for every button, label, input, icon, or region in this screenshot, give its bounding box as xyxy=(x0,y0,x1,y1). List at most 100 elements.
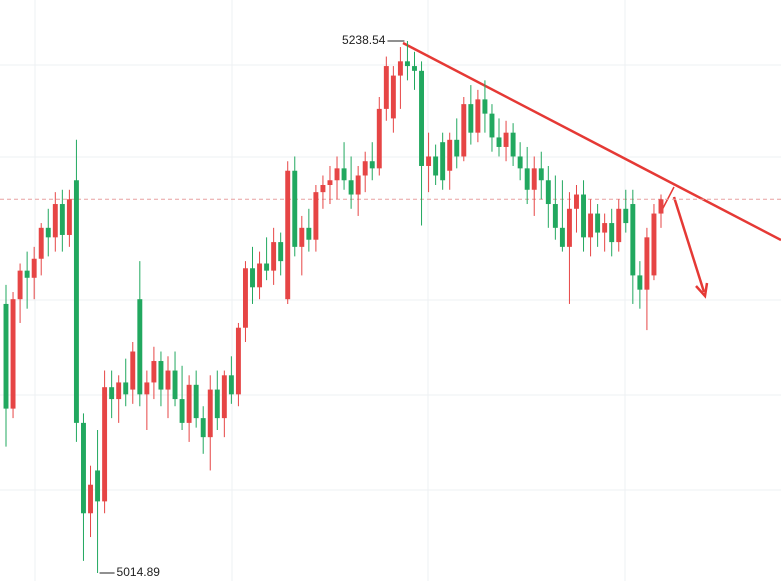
candle-body xyxy=(165,370,171,390)
candle-body xyxy=(10,299,16,409)
candle-body xyxy=(461,104,467,157)
candle-body xyxy=(66,199,72,235)
candle-body xyxy=(3,303,9,409)
candle-body xyxy=(172,370,178,400)
candle-body xyxy=(137,299,143,395)
candle-body xyxy=(496,137,502,147)
candle-body xyxy=(538,168,544,181)
candle-body xyxy=(285,170,291,300)
candle-body xyxy=(81,422,86,514)
candle-body xyxy=(123,382,129,395)
candle-body xyxy=(327,180,333,186)
candle-body xyxy=(376,108,382,169)
candle-body xyxy=(489,113,495,138)
candle-body xyxy=(109,387,115,400)
arrow-head xyxy=(695,282,709,299)
candle-body xyxy=(637,275,643,290)
candle-body xyxy=(390,75,396,119)
candle-body xyxy=(651,213,657,276)
candle-body xyxy=(644,237,650,290)
arrow-tail xyxy=(661,186,675,211)
candle-body xyxy=(257,263,263,288)
candle-body xyxy=(116,382,122,400)
candle-body xyxy=(31,258,37,278)
candle-body xyxy=(623,208,629,224)
candle-body xyxy=(454,139,460,157)
candle-body xyxy=(221,375,227,419)
candle-body xyxy=(88,484,93,514)
arrow-shaft xyxy=(672,196,706,293)
candle-body xyxy=(228,375,234,395)
trend-line xyxy=(402,41,781,242)
candle-body xyxy=(369,161,375,169)
candle-body xyxy=(412,66,417,71)
candle-body xyxy=(447,139,453,171)
candle-body xyxy=(158,361,164,390)
candle-body xyxy=(588,213,594,238)
candle-body xyxy=(271,242,277,271)
candle-body xyxy=(102,387,108,502)
candle-body xyxy=(581,194,586,238)
candle-body xyxy=(348,180,354,195)
candle-body xyxy=(362,161,368,176)
candle-body xyxy=(658,199,664,214)
candle-body xyxy=(595,213,601,233)
candle-body xyxy=(59,204,65,235)
candle-body xyxy=(73,180,79,423)
candle-body xyxy=(341,168,347,181)
candle-body xyxy=(482,99,488,114)
candle-body xyxy=(320,185,326,193)
candle-body xyxy=(574,194,579,209)
candle-body xyxy=(397,61,403,76)
min-label: 5014.89 xyxy=(117,565,161,579)
candle-body xyxy=(186,384,192,423)
candle-body xyxy=(440,142,446,181)
candle-body xyxy=(419,70,425,166)
candle-body xyxy=(616,208,622,243)
candle-body xyxy=(130,351,136,390)
candle-body xyxy=(299,227,305,247)
candle-body xyxy=(517,156,523,169)
candle-body xyxy=(278,242,284,262)
candle-body xyxy=(306,227,312,240)
candle-body xyxy=(524,168,530,190)
candle-body xyxy=(609,223,615,243)
candle-body xyxy=(292,170,298,247)
max-label: 5238.54 xyxy=(342,33,386,47)
candle-body xyxy=(17,270,23,300)
candle-body xyxy=(264,263,270,271)
candle-body xyxy=(207,389,213,438)
candle-body xyxy=(193,384,199,419)
candle-body xyxy=(355,175,361,195)
candle-body xyxy=(383,66,389,109)
candle-body xyxy=(433,156,439,176)
candle-body xyxy=(334,168,340,181)
candle-body xyxy=(559,227,565,247)
candle-body xyxy=(475,99,481,133)
candle-body xyxy=(45,227,51,238)
candle-body xyxy=(151,361,157,383)
candle-body xyxy=(24,270,30,278)
candle-body xyxy=(179,399,185,423)
candle-body xyxy=(552,204,558,228)
candle-body xyxy=(566,208,572,247)
candle-body xyxy=(545,180,551,205)
candle-body xyxy=(630,204,636,276)
candle-body xyxy=(503,132,509,147)
candle-body xyxy=(468,104,474,133)
candle-body xyxy=(250,268,255,288)
candle-body xyxy=(313,192,319,240)
candle-body xyxy=(404,61,410,67)
candle-body xyxy=(602,223,608,233)
candle-body xyxy=(144,382,150,395)
candle-body xyxy=(214,389,220,419)
candle-body xyxy=(52,204,58,238)
candle-body xyxy=(426,156,432,166)
candle-body xyxy=(200,418,206,438)
candle-body xyxy=(510,132,516,157)
candle-body xyxy=(235,327,241,395)
candle-body xyxy=(531,168,537,190)
candle-body xyxy=(95,470,101,502)
